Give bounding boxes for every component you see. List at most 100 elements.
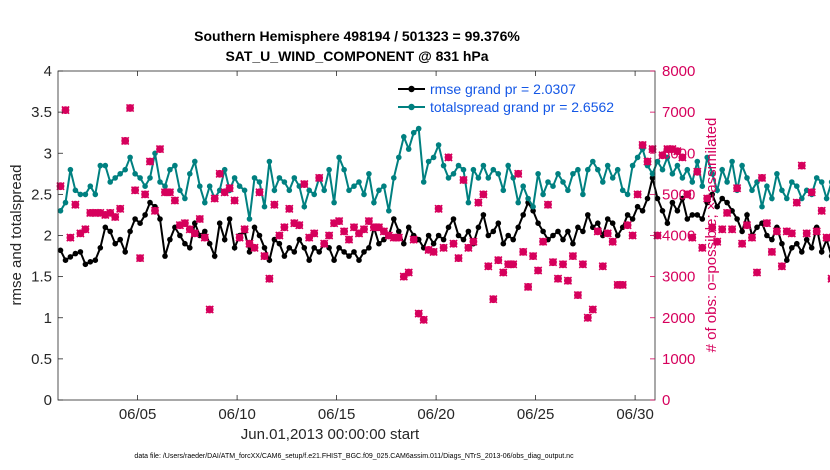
rmse-point <box>689 212 696 218</box>
assimilated-obs-marker <box>558 260 568 269</box>
totalspread-point <box>346 187 352 194</box>
legend: rmse grand pr = 2.0307 totalspread grand… <box>398 81 614 115</box>
y-tick-label-left: 0 <box>44 392 52 409</box>
totalspread-point <box>575 166 581 173</box>
assimilated-obs-marker <box>310 229 319 238</box>
rmse-point <box>724 199 730 206</box>
assimilated-obs-marker <box>618 280 627 290</box>
y-tick-label-left: 1 <box>44 310 52 327</box>
assimilated-obs-marker <box>538 237 548 246</box>
assimilated-obs-marker <box>479 190 488 199</box>
y-tick-label-left: 1.5 <box>31 269 52 286</box>
totalspread-point <box>401 134 407 140</box>
totalspread-point <box>67 166 74 173</box>
totalspread-point <box>236 183 243 189</box>
totalspread-point <box>604 162 611 169</box>
rmse-point <box>455 232 462 239</box>
totalspread-point <box>301 203 308 210</box>
assimilated-obs-marker <box>275 231 284 240</box>
assimilated-obs-marker <box>528 251 538 261</box>
assimilated-obs-marker <box>130 186 140 195</box>
rmse-point <box>694 212 701 218</box>
assimilated-obs-marker <box>270 200 279 209</box>
assimilated-obs-marker <box>767 247 777 257</box>
rmse-point <box>157 216 163 222</box>
assimilated-obs-marker <box>752 268 762 277</box>
totalspread-point <box>182 195 188 202</box>
assimilated-obs-marker <box>817 206 826 215</box>
totalspread-point <box>699 183 706 189</box>
y-axis-right-ticks: 0 1000 2000 3000 4000 5000 6000 7000 8000 <box>650 63 695 409</box>
assimilated-obs-marker <box>727 225 737 234</box>
assimilated-obs-marker <box>568 251 578 261</box>
totalspread-point <box>311 191 318 198</box>
totalspread-point <box>500 187 507 194</box>
totalspread-point <box>739 162 745 169</box>
totalspread-point <box>281 179 288 185</box>
totalspread-point <box>525 195 531 202</box>
y-tick-label-right: 7000 <box>662 104 695 121</box>
totalspread-point <box>490 166 497 173</box>
y-axis-left-label: rmse and totalspread <box>8 165 25 306</box>
y-tick-label-right: 5000 <box>662 186 695 203</box>
assimilated-obs-marker <box>543 200 553 209</box>
totalspread-point <box>391 175 397 181</box>
totalspread-point <box>425 158 432 165</box>
rmse-point <box>142 212 148 218</box>
assimilated-obs-marker <box>822 233 830 242</box>
totalspread-point <box>719 166 725 173</box>
rmse-point <box>440 236 447 243</box>
assimilated-obs-marker <box>170 196 180 205</box>
totalspread-point <box>555 171 561 177</box>
rmse-point <box>405 224 412 231</box>
y-tick-label-left: 2.5 <box>31 186 52 203</box>
totalspread-point <box>779 187 785 194</box>
rmse-point <box>206 240 213 247</box>
totalspread-point <box>769 195 775 202</box>
totalspread-point <box>530 203 536 210</box>
totalspread-point <box>251 175 258 181</box>
totalspread-point <box>107 179 113 185</box>
assimilated-obs-marker <box>693 167 702 176</box>
assimilated-obs-marker <box>250 243 259 252</box>
rmse-point <box>644 195 651 202</box>
assimilated-obs-marker <box>698 243 707 252</box>
totalspread-point <box>440 162 447 169</box>
rmse-point <box>231 245 238 251</box>
assimilated-obs-marker <box>658 151 667 160</box>
rmse-point <box>117 236 123 243</box>
assimilated-obs-marker <box>255 188 264 197</box>
assimilated-obs-marker <box>101 210 110 220</box>
rmse-point <box>311 245 318 251</box>
totalspread-point <box>455 162 462 169</box>
totalspread-point <box>520 183 526 189</box>
rmse-point <box>202 228 208 235</box>
assimilated-obs-marker <box>484 262 493 271</box>
assimilated-obs-marker <box>623 221 632 230</box>
rmse-point <box>435 232 442 239</box>
assimilated-obs-marker <box>747 233 757 242</box>
rmse-point <box>739 228 745 235</box>
totalspread-point <box>72 187 79 194</box>
rmse-point <box>818 249 825 255</box>
totalspread-point <box>759 203 765 210</box>
totalspread-point <box>560 179 566 185</box>
totalspread-point <box>77 191 84 198</box>
assimilated-obs-marker <box>344 235 354 244</box>
assimilated-obs-marker <box>61 105 70 115</box>
rmse-point <box>699 216 706 222</box>
assimilated-obs-marker <box>638 140 647 150</box>
totalspread-point <box>326 166 332 173</box>
totalspread-point <box>132 171 138 177</box>
rmse-point <box>261 245 268 251</box>
totalspread-point <box>619 187 626 194</box>
totalspread-point <box>774 171 780 177</box>
assimilated-obs-marker <box>489 295 498 304</box>
totalspread-point <box>600 179 606 185</box>
totalspread-point <box>157 179 163 185</box>
totalspread-point <box>376 187 382 194</box>
assimilated-obs-marker <box>175 221 185 230</box>
assimilated-obs-marker <box>563 276 573 285</box>
rmse-point <box>669 199 676 206</box>
